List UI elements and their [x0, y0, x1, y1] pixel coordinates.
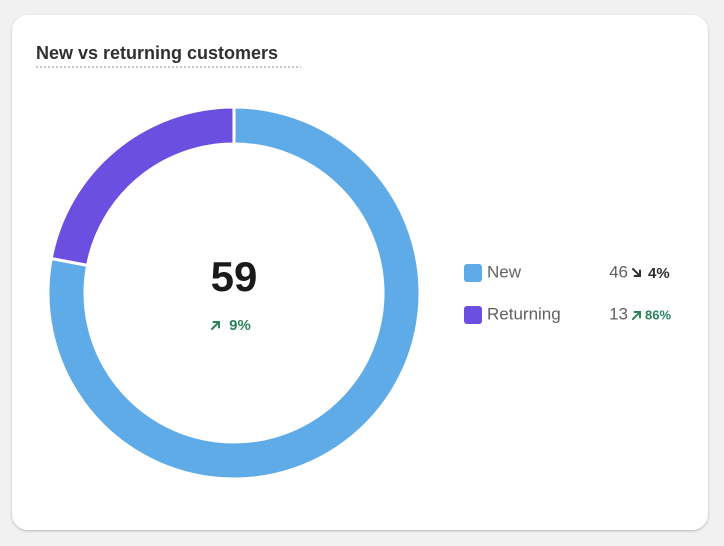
- legend-label: Returning: [487, 304, 561, 323]
- total-change: 9%: [229, 317, 251, 334]
- chart-title: New vs returning customers: [36, 43, 278, 63]
- legend-change: 86%: [645, 307, 671, 322]
- legend-change: 4%: [648, 265, 670, 282]
- donut-segment: [46, 105, 422, 481]
- donut-segment: [49, 105, 236, 267]
- card: [12, 15, 708, 530]
- legend-swatch: [464, 264, 482, 282]
- legend-swatch: [464, 306, 482, 324]
- trend-arrow: [632, 268, 641, 277]
- total-value: 59: [211, 253, 258, 300]
- trend-arrow: [632, 311, 641, 320]
- legend-value: 46: [609, 262, 628, 281]
- legend-value: 13: [609, 304, 628, 323]
- trend-arrow: [211, 321, 220, 330]
- legend-label: New: [487, 262, 522, 281]
